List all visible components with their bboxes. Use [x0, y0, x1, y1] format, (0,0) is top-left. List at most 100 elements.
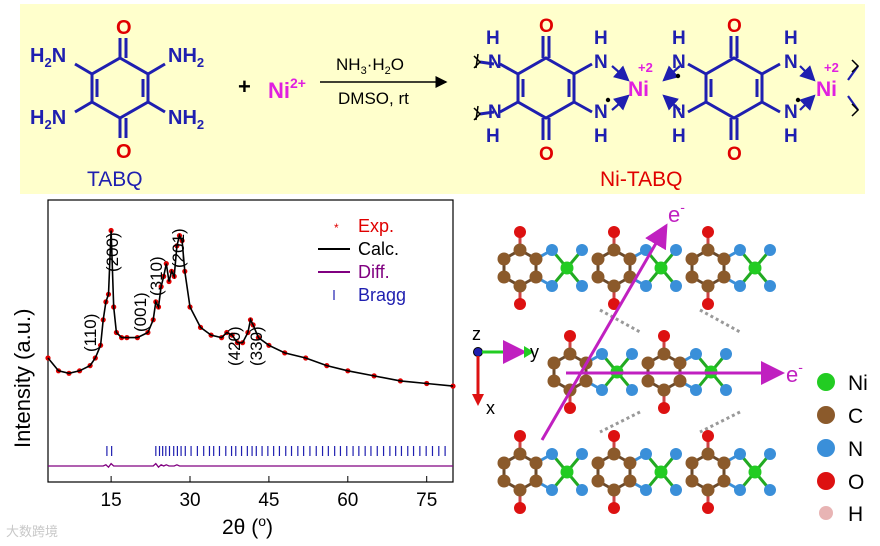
atom-o — [702, 226, 714, 238]
svg-text:+2: +2 — [638, 60, 653, 75]
atom-n — [670, 244, 682, 256]
axis-z-label: z — [472, 324, 481, 344]
ni-center-2: Ni — [816, 78, 837, 101]
atom-c — [513, 447, 527, 461]
atom-ni — [654, 261, 668, 275]
atom-o — [702, 502, 714, 514]
xrd-x-ticks: 15 30 45 60 75 — [101, 476, 437, 511]
atom-n — [640, 484, 652, 496]
atom-o — [564, 330, 576, 342]
xrd-frame — [47, 199, 454, 483]
atom-c — [701, 483, 715, 497]
axis-y-label: y — [530, 342, 539, 362]
peak-label: (310) — [147, 256, 166, 296]
svg-text:Ni: Ni — [848, 372, 868, 395]
atom-c — [529, 474, 543, 488]
x-tick-label: 45 — [258, 490, 279, 511]
atom-o — [514, 298, 526, 310]
atom-n — [764, 484, 776, 496]
atom-n — [576, 244, 588, 256]
atom-c — [673, 356, 687, 370]
atom-o — [564, 402, 576, 414]
atom-o — [608, 502, 620, 514]
atom-c — [717, 270, 731, 284]
svg-text:H2N: H2N — [30, 45, 66, 70]
svg-text:O: O — [539, 144, 554, 165]
x-tick-label: 30 — [179, 490, 200, 511]
peak-label: (110) — [81, 314, 100, 352]
atom-n — [596, 384, 608, 396]
atom-n — [720, 384, 732, 396]
atom-o — [702, 430, 714, 442]
atom-o — [658, 402, 670, 414]
atom-n — [764, 280, 776, 292]
xrd-bragg-ticks — [106, 446, 446, 456]
legend-bragg: Bragg — [358, 285, 406, 305]
hydrogen-bond — [699, 410, 741, 434]
svg-text:H: H — [848, 503, 863, 526]
svg-text:O: O — [727, 144, 742, 165]
svg-text:H: H — [672, 126, 686, 147]
svg-text:N: N — [672, 102, 686, 123]
tabq-o-top: O — [116, 17, 132, 39]
xrd-chart: 15 30 45 60 75 Intensity (a.u.) 2θ (o) (110)… — [10, 199, 456, 539]
axis-triad: z y x — [472, 324, 539, 418]
x-tick-label: 15 — [101, 490, 122, 511]
x-tick-label: 60 — [337, 490, 358, 511]
svg-text:+2: +2 — [824, 60, 839, 75]
atom-c — [591, 252, 605, 266]
atom-c — [591, 270, 605, 284]
svg-text:N: N — [594, 102, 608, 123]
peak-label: (201) — [169, 228, 188, 268]
svg-text:N: N — [672, 52, 686, 73]
peak-label: (001) — [131, 292, 150, 332]
peak-label: (330) — [247, 326, 266, 366]
atom-c — [529, 456, 543, 470]
atom-c — [563, 347, 577, 361]
xrd-peak-labels: (110) (200) (001) (310) (201) (420) (330… — [81, 228, 266, 366]
tabq-o-bottom: O — [116, 141, 132, 163]
svg-text:N: N — [594, 52, 608, 73]
atom-c — [579, 374, 593, 388]
svg-text:H: H — [594, 126, 608, 147]
atom-c — [641, 374, 655, 388]
atom-c — [497, 456, 511, 470]
hydrogen-bond — [599, 308, 641, 334]
legend-diff: Diff. — [358, 262, 390, 282]
atom-ni — [748, 465, 762, 479]
atom-c — [701, 279, 715, 293]
watermark: 大数跨境 — [6, 525, 59, 540]
xrd-legend: * Exp. Calc. Diff. Bragg — [318, 216, 406, 305]
svg-text:H: H — [784, 28, 798, 49]
calc-line — [47, 230, 454, 387]
reaction-scheme-panel — [20, 4, 865, 194]
atom-n — [734, 448, 746, 460]
atom-c — [717, 252, 731, 266]
plus-sign: + — [238, 74, 251, 99]
xrd-x-label: 2θ (o) — [222, 513, 273, 539]
atom-ni — [654, 465, 668, 479]
atom-c — [685, 252, 699, 266]
atom-c — [529, 252, 543, 266]
atom-n — [546, 484, 558, 496]
ni-tabq-name: Ni-TABQ — [600, 168, 682, 191]
peak-label: (420) — [225, 326, 244, 366]
atom-c — [607, 243, 621, 257]
atom-c — [701, 243, 715, 257]
atom-c — [547, 374, 561, 388]
atom-n — [546, 448, 558, 460]
svg-text:*: * — [334, 221, 339, 235]
atom-c — [685, 456, 699, 470]
electron-label: e- — [786, 359, 803, 387]
xrd-y-label: Intensity (a.u.) — [10, 309, 35, 448]
atom-c — [513, 243, 527, 257]
atom-c — [623, 456, 637, 470]
atom-c — [547, 356, 561, 370]
svg-text:N: N — [488, 102, 502, 123]
crystal-structure: e- e- z y x Ni C N O H — [472, 199, 868, 526]
atom-c — [529, 270, 543, 284]
atom-n — [734, 244, 746, 256]
atom-n — [576, 448, 588, 460]
svg-text:NH2: NH2 — [168, 45, 204, 70]
atom-c — [607, 447, 621, 461]
